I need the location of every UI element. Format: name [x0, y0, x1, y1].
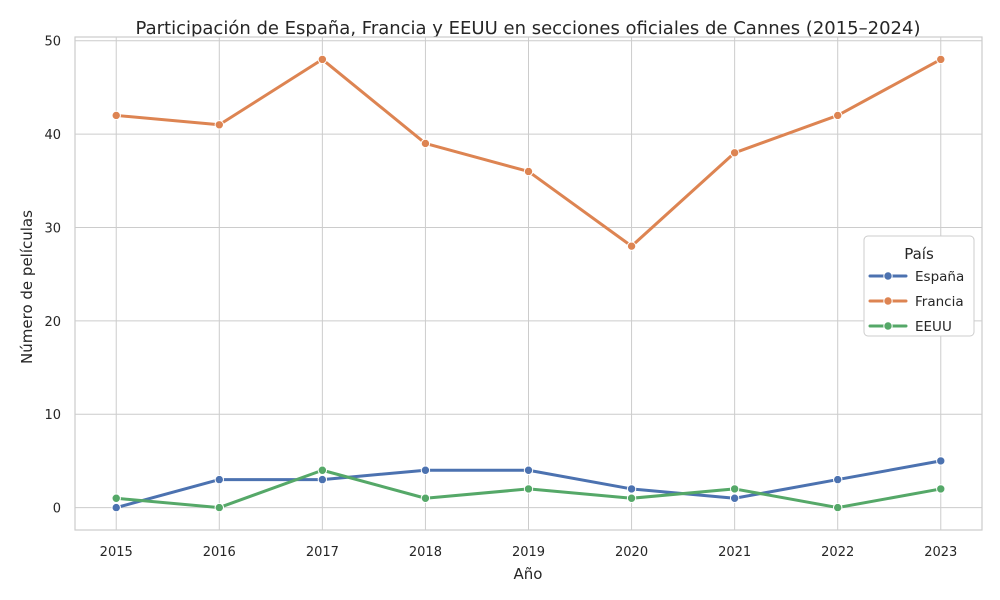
series-1-point [214, 474, 224, 485]
series-3-point [420, 493, 431, 503]
series-3-point [833, 502, 843, 513]
y-tick-label: 40 [44, 128, 61, 143]
series-2-point [626, 241, 637, 251]
legend-swatch-marker [883, 321, 893, 331]
legend-box [863, 235, 975, 337]
plot-area: 2015 2016 2017 2018 2019 2020 2021 2022 2023 0 10 2… [44, 35, 983, 560]
series-1-point [420, 465, 431, 475]
series-2-point [317, 54, 328, 65]
series-1-point [936, 456, 946, 466]
series-1-point [626, 484, 637, 494]
series-2-point [523, 166, 534, 177]
series-3-point [523, 484, 534, 494]
x-tick-label: 2022 [821, 545, 854, 560]
legend-title: País [904, 245, 934, 263]
x-tick-label: 2021 [718, 545, 751, 560]
legend: País España Francia EEUU [863, 235, 975, 337]
series-2-point [833, 110, 843, 121]
x-tick-label: 2019 [512, 545, 545, 560]
x-tick-label: 2023 [924, 545, 957, 560]
y-tick-label: 20 [44, 315, 61, 330]
legend-swatch-marker [883, 296, 893, 306]
plot-frame [74, 36, 983, 531]
y-tick-label: 30 [44, 221, 61, 236]
legend-label: España [915, 269, 964, 285]
series-3-point [626, 493, 637, 503]
series-2-point [729, 148, 740, 158]
legend-label: Francia [915, 294, 964, 310]
legend-items: España Francia EEUU [868, 269, 964, 335]
series-3-point [729, 484, 740, 494]
x-tick-label: 2017 [306, 545, 339, 560]
series-3-point [936, 484, 946, 494]
y-tick-label: 50 [44, 35, 61, 50]
series-3-point [317, 465, 328, 475]
series-1-point [317, 474, 328, 485]
series-1-point [523, 465, 534, 475]
series-1-point [729, 493, 740, 503]
series-2-point [214, 120, 224, 130]
x-tick-label: 2015 [100, 545, 133, 560]
series-3-point [214, 502, 224, 513]
x-tick-label: 2020 [615, 545, 648, 560]
x-axis-label: Año [514, 565, 543, 583]
x-tick-label: 2016 [203, 545, 236, 560]
series-1-point [111, 502, 121, 513]
legend-label: EEUU [915, 319, 952, 335]
y-tick-label: 0 [53, 502, 61, 517]
series-3-point [111, 493, 121, 503]
series-1-point [833, 474, 843, 485]
series-2-point [936, 54, 946, 65]
y-axis-label: Número de películas [18, 210, 36, 364]
series-2-point [111, 110, 121, 121]
x-tick-label: 2018 [409, 545, 442, 560]
y-tick-label: 10 [44, 408, 61, 423]
series-2-point [420, 138, 431, 149]
chart-title: Participación de España, Francia y EEUU … [136, 18, 921, 39]
legend-swatch-marker [883, 271, 893, 281]
